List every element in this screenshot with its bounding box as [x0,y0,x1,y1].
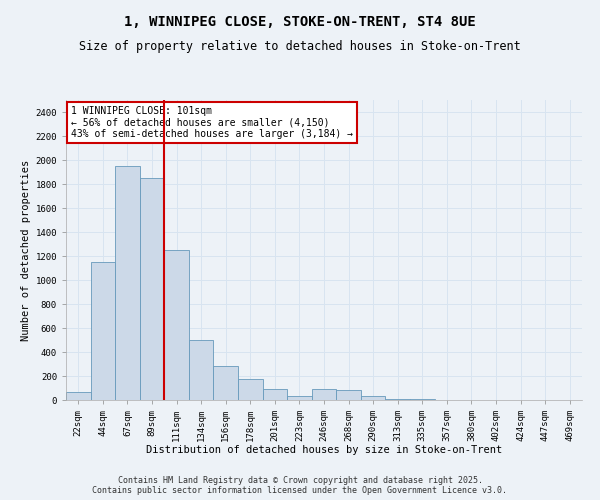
Bar [115,166,140,400]
Bar [66,392,91,400]
X-axis label: Distribution of detached houses by size in Stoke-on-Trent: Distribution of detached houses by size … [146,446,502,456]
Bar [263,388,287,400]
Bar [238,379,263,400]
Bar [336,390,361,400]
Bar [189,340,214,400]
Bar [385,399,410,400]
Y-axis label: Number of detached properties: Number of detached properties [22,160,31,340]
Bar [214,366,238,400]
Bar [164,250,189,400]
Bar [287,396,312,400]
Text: Contains HM Land Registry data © Crown copyright and database right 2025.
Contai: Contains HM Land Registry data © Crown c… [92,476,508,495]
Text: Size of property relative to detached houses in Stoke-on-Trent: Size of property relative to detached ho… [79,40,521,53]
Bar [361,396,385,400]
Text: 1 WINNIPEG CLOSE: 101sqm
← 56% of detached houses are smaller (4,150)
43% of sem: 1 WINNIPEG CLOSE: 101sqm ← 56% of detach… [71,106,353,139]
Bar [91,262,115,400]
Bar [140,178,164,400]
Text: 1, WINNIPEG CLOSE, STOKE-ON-TRENT, ST4 8UE: 1, WINNIPEG CLOSE, STOKE-ON-TRENT, ST4 8… [124,15,476,29]
Bar [312,389,336,400]
